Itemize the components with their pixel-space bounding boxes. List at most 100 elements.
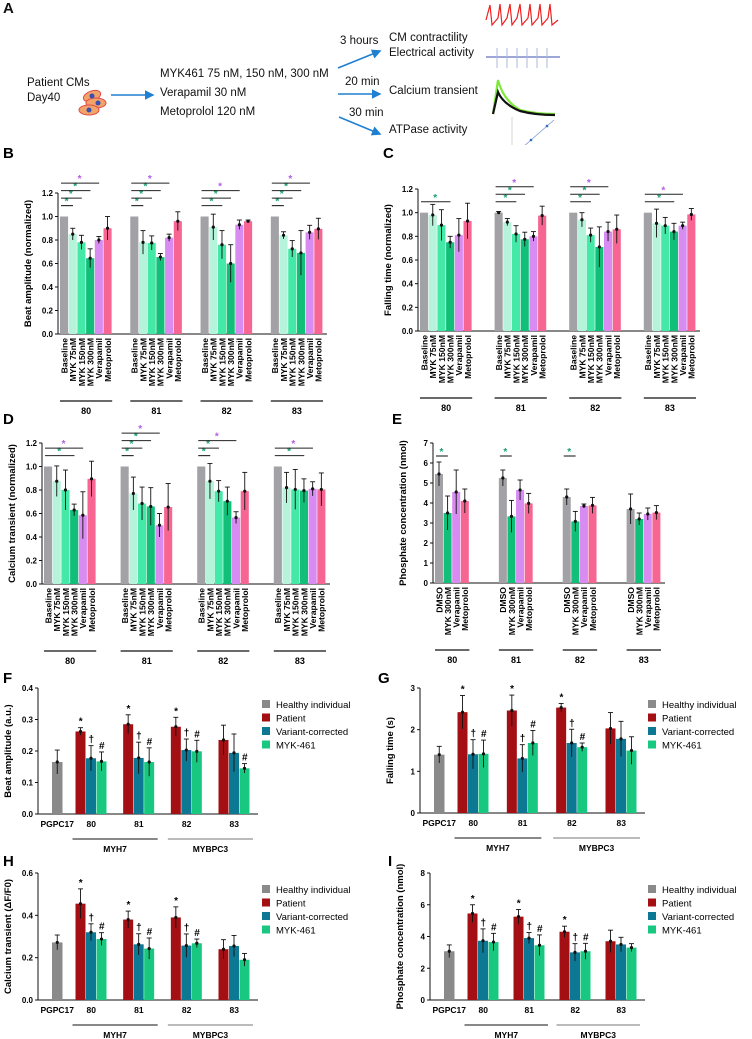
data-point [166,505,170,509]
bar [239,768,250,814]
data-point [281,233,286,237]
x-tick-label: MYK 300nM [635,587,645,635]
bar [652,223,661,331]
x-tick-label: Metoprolol [163,588,173,632]
group-label: 81 [511,655,521,665]
panel-a-letter: A [3,0,14,17]
bar [478,940,488,1000]
data-point [654,510,659,515]
data-point [582,504,586,508]
x-tick-label: MYK 300nM [507,587,517,635]
data-point [562,930,567,934]
y-tick-label: 7 [424,439,429,448]
x-tick-label: MYK 300nM [146,588,156,636]
data-point [663,224,667,228]
data-point [137,756,141,760]
treatment-myk461: MYK461 75 nM, 150 nM, 300 nM [160,68,329,80]
x-tick-label: DMSO [626,587,636,613]
x-tick-label: DMSO [498,587,508,613]
bar [457,712,468,813]
bar [96,761,107,814]
significance-mark: † [569,718,575,729]
legend-swatch [262,727,270,735]
significance-star: * [504,193,508,204]
x-tick-label: 82 [567,818,577,828]
significance-star: * [275,197,279,208]
bar [209,227,218,334]
legend-swatch [262,700,270,708]
data-point [157,523,162,527]
y-tick-label: 5 [424,479,429,488]
x-tick-label: MYK 75nM [652,335,662,378]
significance-star: * [62,439,66,450]
significance-star: * [280,189,284,200]
bar [86,258,95,334]
x-tick-label: MYK 150nM [137,588,147,636]
group-label: 80 [65,656,75,666]
y-axis-label: Calcium transient (ΔF/F0) [3,879,14,994]
data-point [174,725,178,729]
bar-group-reference: PGPC17 [432,944,466,1015]
panel-letter: C [383,145,394,162]
data-point [583,949,588,953]
data-point [637,517,641,521]
significance-mark: # [242,753,248,764]
significance-star: * [215,432,219,443]
data-point [481,939,485,943]
bar [586,235,595,331]
legend-swatch [262,713,270,722]
data-point [597,245,601,249]
data-point [221,947,226,951]
significance-mark: * [79,878,83,889]
y-tick-label: 0.4 [26,533,38,542]
legend-label: Healthy individual [276,885,350,896]
y-tick-label: 0.6 [402,256,414,265]
data-point [531,741,535,745]
x-tick-label: Verapamil [78,588,88,629]
panel-i: I 0 2 4 6 8 Phosphate concentration (nmol) PGPC… [388,853,736,1039]
x-tick-label: Metoprolol [317,588,327,632]
bar [635,519,644,583]
bar [170,726,181,814]
bar [217,244,227,334]
data-point [589,233,593,237]
group-label: 81 [151,406,161,416]
significance-mark: † [572,933,578,944]
legend-swatch [648,713,656,722]
group-label: 82 [222,406,232,416]
data-point [615,227,619,231]
y-tick-label: 0.6 [22,869,34,878]
bar [588,505,597,583]
output-cm-contractility: CM contractility [389,32,468,44]
bar [498,478,507,583]
bar-group-81: * † #81 [123,900,155,1015]
y-tick-label: 1.0 [402,209,414,218]
significance-mark: # [583,932,589,943]
y-tick-label: 0.4 [22,911,34,920]
y-axis-label: Calcium transient (normalized) [7,444,18,583]
significance-star: * [503,447,507,458]
y-tick-label: 0.3 [22,716,34,725]
x-tick-label: 82 [182,819,192,829]
output-electrical-activity: Electrical activity [389,47,474,59]
data-point [97,238,101,242]
significance-star: * [209,197,213,208]
y-axis-label: Beat amplitude (a.u.) [3,704,14,797]
data-point [465,219,470,223]
significance-star: * [69,189,73,200]
significance-star: * [287,447,291,458]
x-tick-label: MYK 300nM [669,335,679,383]
data-point [672,230,676,234]
data-point [319,487,323,492]
y-tick-label: 0.4 [42,283,54,292]
bar [595,246,604,331]
bar [123,919,134,1000]
panel-h: H 0.0 0.2 0.4 0.6 Calcium transient (ΔF/F0) PG… [3,853,350,1039]
x-tick-label: Metoprolol [103,338,113,382]
bar [144,948,155,1000]
legend-swatch [262,898,270,907]
